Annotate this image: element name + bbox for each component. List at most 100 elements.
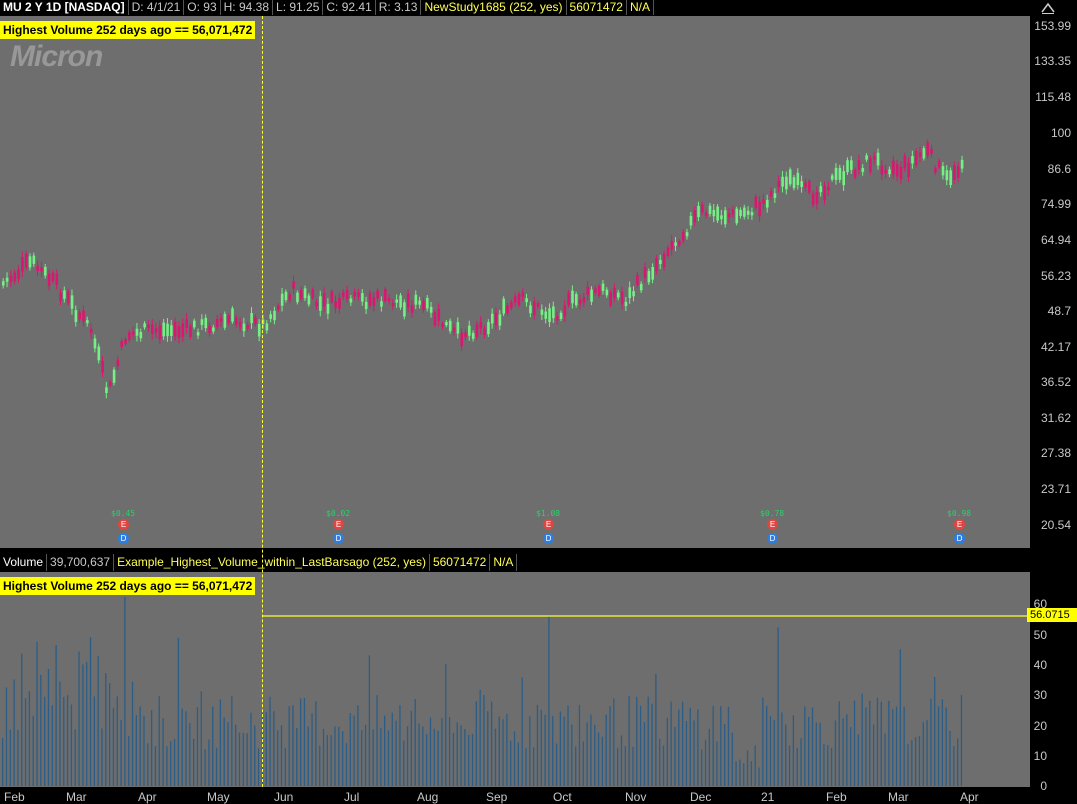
volume-bar [32, 715, 34, 786]
volume-bar [185, 711, 187, 786]
volume-bar [777, 627, 779, 786]
volume-bar [395, 720, 397, 786]
symbol-label[interactable]: MU 2 Y 1D [NASDAQ] [0, 0, 129, 15]
volume-bar [189, 722, 191, 786]
time-axis-label: Mar [66, 790, 87, 804]
volume-bar [830, 747, 833, 786]
candle-body [471, 333, 475, 339]
candle-body [330, 291, 334, 302]
candle-body [659, 259, 662, 265]
time-axis-label: Jun [274, 790, 294, 804]
volume-bar [750, 761, 753, 786]
volume-bar [949, 730, 951, 786]
volume-axis-label: 40 [1033, 658, 1047, 672]
time-axis-label: Mar [888, 790, 909, 804]
earnings-icon[interactable]: E [767, 519, 778, 530]
candle-body [196, 332, 200, 336]
candle-body [819, 186, 823, 193]
volume-bar [426, 734, 428, 786]
candle-body [445, 322, 448, 326]
candle-body [613, 287, 616, 298]
dividend-icon[interactable]: D [333, 533, 344, 544]
candle-body [441, 323, 444, 328]
volume-bar [548, 615, 550, 786]
volume-bar [513, 731, 516, 786]
candle-body [804, 182, 807, 188]
volume-bars [2, 596, 1030, 786]
volume-bar [670, 701, 672, 786]
volume-bar [173, 738, 176, 786]
volume-bar [131, 681, 134, 786]
candle-body [44, 266, 47, 276]
earnings-icon[interactable]: E [118, 519, 129, 530]
price-axis[interactable] [1030, 16, 1077, 548]
price-chart-panel[interactable] [0, 16, 1030, 548]
candle-body [552, 306, 555, 319]
candle-body [548, 308, 551, 323]
candle-body [536, 302, 540, 307]
volume-bar [464, 728, 466, 786]
candle-body [930, 148, 933, 154]
volume-bar [613, 698, 615, 786]
candle-body [861, 168, 865, 172]
candle-body [517, 293, 521, 306]
candle-body [345, 290, 349, 299]
price-axis-label: 74.99 [1040, 197, 1071, 211]
earnings-icon[interactable]: E [333, 519, 344, 530]
volume-bar [880, 701, 882, 786]
volume-bar [597, 732, 600, 786]
volume-bar [712, 705, 714, 786]
volume-bar [254, 725, 256, 786]
candle-body [830, 175, 834, 180]
volume-bar [288, 706, 290, 786]
candle-body [850, 160, 853, 170]
volume-bar [498, 716, 500, 786]
volume-bar [204, 749, 206, 786]
volume-bar [418, 723, 420, 786]
candle-body [647, 271, 651, 283]
candle-body [32, 255, 36, 264]
volume-chart-panel[interactable] [0, 572, 1030, 787]
candle-body [112, 369, 116, 383]
candle-body [666, 247, 670, 256]
volume-bar [139, 706, 141, 786]
volume-bar [246, 733, 248, 786]
volume-bar [853, 700, 856, 786]
volume-bar [193, 738, 195, 786]
volume-bar [112, 707, 115, 786]
dividend-icon[interactable]: D [767, 533, 778, 544]
candle-body [5, 277, 9, 282]
dividend-icon[interactable]: D [954, 533, 965, 544]
price-axis-label: 100 [1050, 126, 1071, 140]
volume-axis-label: 60 [1033, 597, 1047, 611]
candle-body [620, 291, 624, 305]
earnings-icon[interactable]: E [954, 519, 965, 530]
volume-bar [785, 724, 787, 786]
volume-bar [330, 735, 332, 786]
earnings-icon[interactable]: E [543, 519, 554, 530]
volume-bar [292, 705, 294, 786]
candle-body [212, 327, 215, 332]
dividend-icon[interactable]: D [118, 533, 129, 544]
dividend-icon[interactable]: D [543, 533, 554, 544]
study-label[interactable]: NewStudy1685 (252, yes) [421, 0, 567, 15]
volume-label[interactable]: Volume [0, 554, 48, 571]
volume-study-label[interactable]: Example_Highest_Volume_within_LastBarsag… [114, 554, 430, 571]
candle-body [28, 256, 32, 268]
candle-body [131, 331, 135, 335]
candle-body [66, 291, 70, 304]
candle-body [903, 155, 907, 169]
candle-body [21, 257, 24, 272]
volume-axis[interactable] [1030, 572, 1077, 787]
candle-body [487, 322, 490, 335]
candle-body [483, 328, 486, 336]
volume-bar [452, 732, 455, 786]
volume-bar [678, 709, 680, 786]
volume-bar [895, 706, 898, 786]
candle-body [387, 298, 391, 302]
collapse-icon[interactable] [1040, 0, 1056, 14]
volume-bar [78, 651, 80, 786]
volume-bar [303, 698, 306, 786]
candle-body [594, 288, 597, 293]
candle-body [40, 267, 43, 272]
